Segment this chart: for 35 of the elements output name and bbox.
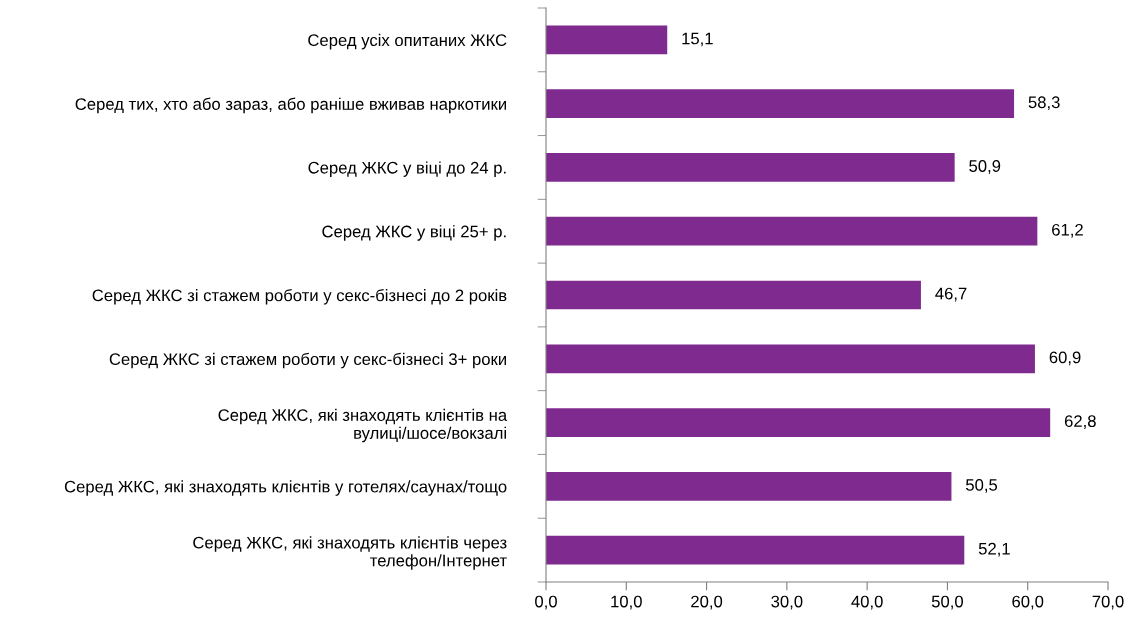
x-tick-label: 0,0: [535, 595, 557, 610]
data-label: 52,1: [978, 542, 1010, 557]
y-tick-label: Серед ЖКС у віці до 24 р.: [308, 161, 506, 177]
bar: [546, 280, 921, 310]
x-tick-label: 30,0: [771, 595, 803, 610]
data-label: 60,9: [1049, 351, 1081, 366]
bar: [546, 25, 668, 55]
y-tick-label: Серед ЖКС зі стажем роботи у секс-бізнесі до 2 років: [92, 288, 507, 305]
y-tick-label: Серед ЖКС зі стажем роботи у секс-бізнесі 3+ роки: [109, 352, 506, 369]
data-label: 15,1: [682, 32, 713, 47]
data-label: 58,3: [1028, 96, 1060, 111]
y-tick-label: Серед ЖКС, які знаходять клієнтів на вулиці/шосе/вокзалі: [218, 408, 508, 443]
bar: [546, 216, 1038, 246]
y-tick-label: Серед ЖКС у віці 25+ р.: [322, 225, 506, 241]
x-tick-label: 50,0: [931, 595, 963, 610]
data-label: 50,5: [966, 479, 998, 493]
bar: [546, 153, 955, 182]
bar: [546, 408, 1051, 437]
bar: [546, 89, 1015, 119]
y-tick-label: Серед ЖКС, які знаходять клієнтів у готелях/саунах/тощо: [64, 480, 507, 496]
data-label: 61,2: [1052, 223, 1083, 238]
y-tick-label: Серед ЖКС, які знаходять клієнтів через телефон/Інтернет: [193, 536, 507, 570]
y-tick-label: Серед усіх опитаних ЖКС: [308, 33, 507, 50]
x-tick-label: 10,0: [611, 595, 642, 610]
data-label: 46,7: [935, 287, 967, 302]
x-tick-label: 40,0: [851, 595, 883, 610]
bar: [546, 344, 1035, 374]
x-tick-label: 60,0: [1012, 595, 1044, 610]
data-label: 62,8: [1064, 415, 1096, 429]
x-tick-label: 20,0: [691, 595, 723, 610]
y-tick-label: Серед тих, хто або зараз, або раніше вживав наркотики: [75, 97, 506, 114]
data-label: 50,9: [969, 160, 1001, 174]
x-tick-label: 70,0: [1092, 595, 1124, 610]
bar: [546, 471, 952, 501]
bar: [546, 535, 965, 565]
